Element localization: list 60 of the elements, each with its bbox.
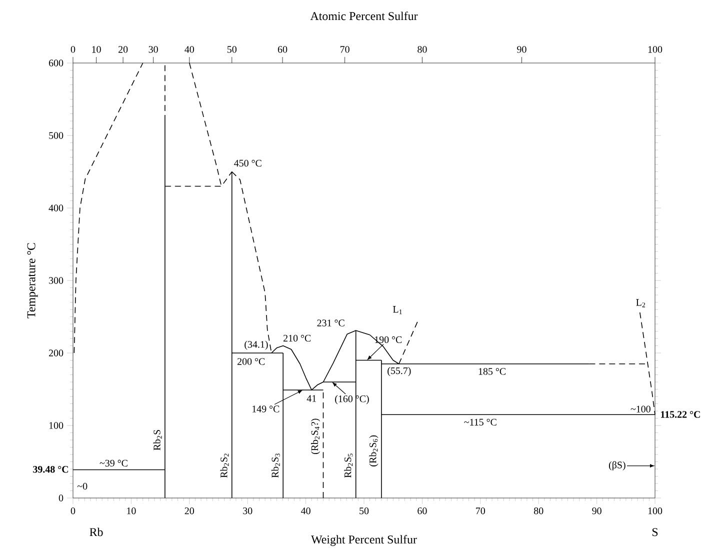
x-tick-label: 100 [648,508,662,514]
annotation: 200 °C [238,358,265,365]
annotation: Rb$_{2}$S$_{2}$ [220,454,229,478]
y-tick-label: 0 [58,494,64,502]
x-tick-label: 60 [418,508,427,514]
annotation: (55.7) [388,367,411,376]
annotation: L$_{1}$ [393,306,402,314]
annotation: 450 °C [234,160,262,167]
annotation: (34.1) [244,340,268,350]
y-tick-label: 400 [48,204,64,212]
text: 30 [148,46,158,53]
annotation: ~115 °C [464,418,496,426]
annotation: ~0 [77,482,88,490]
annotation: Rb$_{2}$S$_{5}$ [344,454,353,478]
annotation: 190 °C [374,336,402,344]
text: 100 [648,46,662,53]
x-tick-label: 80 [534,508,544,514]
annotation: 39.48 °C [33,466,68,473]
x-tick-label: 90 [592,508,602,514]
y-tick-label: 500 [49,132,64,139]
text: 0 [70,46,76,53]
x-tick-label: 50 [360,508,369,514]
annotation: (Rb$_{2}$S$_{6}$) [369,435,378,466]
annotation: L$_{2}$ [636,299,646,308]
annotation: ~39 °C [100,460,128,467]
annotation: Rb$_{2}$S [153,430,162,450]
annotation: 185 °C [478,368,506,375]
annotation: 115.22 °C [661,411,700,418]
text: 80 [418,46,427,53]
text: 20 [118,46,128,53]
annotation: 231 °C [317,320,344,326]
text: 90 [517,46,526,53]
y-axis-title: Temperature °C [27,243,38,318]
x-tick-label: 20 [184,508,194,514]
x-tick-label: 0 [70,508,76,514]
annotation: 210 °C [284,334,311,342]
y-tick-label: 300 [49,277,64,284]
text: 70 [340,46,350,53]
annotation: (160 °C) [335,395,369,404]
text: 50 [227,46,236,53]
annotation: 41 [306,395,316,402]
text: Rb [90,528,103,536]
annotation: 149 °C [252,406,280,412]
x-tick-label: 40 [301,508,310,514]
x-tick-label: 30 [243,508,252,514]
text: 60 [278,46,288,53]
annotation: Rb$_{2}$S$_{3}$ [271,454,280,478]
y-tick-label: 100 [49,422,64,429]
x-tick-label: 10 [127,508,136,514]
annotation: (Rb$_{2}$S$_{4}$?) [311,418,320,454]
x2-axis-title: Atomic Percent Sulfur [310,12,418,20]
text: S [652,528,658,536]
text: 40 [184,46,194,53]
y-tick-label: 200 [49,350,64,356]
x-axis-title: Weight Percent Sulfur [311,535,417,546]
annotation: (βS) [608,461,626,470]
x-tick-label: 70 [476,508,486,514]
annotation: ~100 [630,406,650,412]
text: 10 [92,46,101,53]
y-tick-label: 600 [48,60,64,66]
